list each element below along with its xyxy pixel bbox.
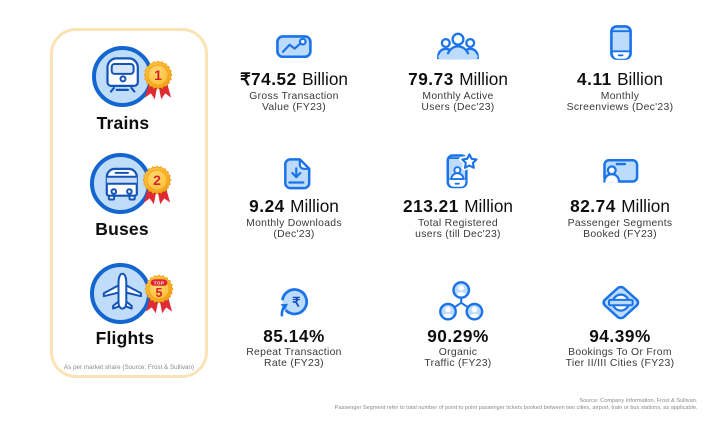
svg-text:2: 2 [153, 172, 161, 188]
svg-text:1: 1 [154, 67, 162, 83]
svg-text:₹: ₹ [292, 295, 301, 310]
svg-text:TOP: TOP [154, 281, 165, 286]
svg-text:5: 5 [156, 286, 163, 300]
